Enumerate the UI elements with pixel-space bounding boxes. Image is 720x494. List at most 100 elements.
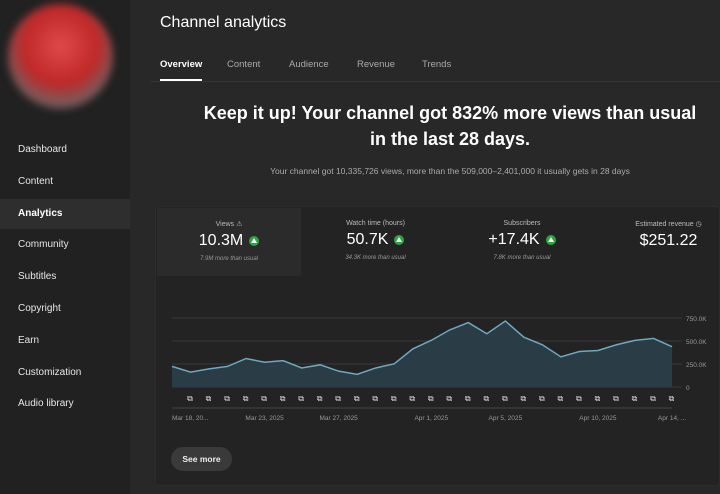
tab-audience[interactable]: Audience xyxy=(289,59,329,70)
video-published-icon[interactable]: ⧉ xyxy=(391,394,397,403)
x-tick-label: Apr 10, 2025 xyxy=(579,415,617,422)
data-point[interactable] xyxy=(372,364,380,372)
data-point[interactable] xyxy=(205,365,213,373)
data-point[interactable] xyxy=(446,326,454,334)
data-point[interactable] xyxy=(261,358,269,366)
metric-tile[interactable]: Estimated revenue ◷ $251.22 xyxy=(597,208,720,276)
trend-up-icon xyxy=(394,235,405,245)
metric-tile[interactable]: Views ⚠ 10.3M 7.9M more than usual xyxy=(157,208,301,276)
video-published-icon[interactable]: ⧉ xyxy=(520,394,526,403)
data-point[interactable] xyxy=(483,330,491,338)
video-published-icon[interactable]: ⧉ xyxy=(280,394,286,403)
data-point[interactable] xyxy=(335,367,343,375)
data-point[interactable] xyxy=(520,333,528,341)
y-tick-label: 750.0K xyxy=(686,316,707,323)
video-published-icon[interactable]: ⧉ xyxy=(428,394,434,403)
see-more-button[interactable]: See more xyxy=(171,447,232,471)
video-published-icon[interactable]: ⧉ xyxy=(632,394,638,403)
warning-icon: ⚠ xyxy=(236,221,243,228)
tab-content[interactable]: Content xyxy=(227,59,261,70)
video-published-icon[interactable]: ⧉ xyxy=(372,394,378,403)
metric-label: Watch time (hours) xyxy=(304,220,448,227)
video-published-icon[interactable]: ⧉ xyxy=(483,394,489,403)
data-point[interactable] xyxy=(501,317,509,325)
video-published-icon[interactable]: ⧉ xyxy=(298,394,304,403)
video-published-icon[interactable]: ⧉ xyxy=(317,394,323,403)
sidebar-item-earn[interactable]: Earn xyxy=(18,334,40,346)
data-point[interactable] xyxy=(649,334,657,342)
data-point[interactable] xyxy=(557,353,565,361)
data-point[interactable] xyxy=(390,360,398,368)
tab-trends[interactable]: Trends xyxy=(422,59,452,70)
data-point[interactable] xyxy=(242,354,250,362)
video-published-icon[interactable]: ⧉ xyxy=(558,394,564,403)
tab-revenue[interactable]: Revenue xyxy=(357,59,396,70)
metric-value: $251.22 xyxy=(639,232,698,249)
video-published-icon[interactable]: ⧉ xyxy=(669,394,675,403)
video-published-icon[interactable]: ⧉ xyxy=(595,394,601,403)
video-published-icon[interactable]: ⧉ xyxy=(335,394,341,403)
views-chart: 0 250.0K 500.0K 750.0K ⧉ ⧉ ⧉ ⧉ ⧉ ⧉ ⧉ ⧉ ⧉ ⧉ ⧉ ⧉ ⧉ ⧉ ⧉ ⧉ ⧉ ⧉ ⧉ ⧉ ⧉… xyxy=(168,316,707,422)
data-point[interactable] xyxy=(427,336,435,344)
y-tick-label: 250.0K xyxy=(686,362,707,369)
sidebar-item-subtitles[interactable]: Subtitles xyxy=(18,271,57,283)
data-point[interactable] xyxy=(631,336,639,344)
views-line xyxy=(171,320,673,376)
data-point[interactable] xyxy=(668,343,676,351)
video-published-icon[interactable]: ⧉ xyxy=(539,394,545,403)
video-published-icon[interactable]: ⧉ xyxy=(243,394,249,403)
metric-label-text: Views xyxy=(215,221,235,228)
sidebar-item-copyright[interactable]: Copyright xyxy=(18,303,61,314)
x-tick-label: Mar 23, 2025 xyxy=(245,415,284,422)
sidebar xyxy=(0,0,130,494)
video-published-icon[interactable]: ⧉ xyxy=(354,394,360,403)
data-point[interactable] xyxy=(168,362,176,370)
video-published-icon[interactable]: ⧉ xyxy=(465,394,471,403)
tab-overview[interactable]: Overview xyxy=(160,59,203,70)
metric-note: 7.9M more than usual xyxy=(199,256,259,262)
video-published-icon[interactable]: ⧉ xyxy=(576,394,582,403)
headline-detail: Your channel got 10,335,726 views, more … xyxy=(270,166,630,176)
video-published-icon[interactable]: ⧉ xyxy=(409,394,415,403)
tab-divider xyxy=(150,81,720,82)
data-point[interactable] xyxy=(575,347,583,355)
sidebar-item-dashboard[interactable]: Dashboard xyxy=(18,144,67,155)
video-published-icon[interactable]: ⧉ xyxy=(261,394,267,403)
data-point[interactable] xyxy=(298,364,306,372)
tab-active-indicator xyxy=(160,79,202,81)
sidebar-item-content[interactable]: Content xyxy=(18,175,54,187)
video-published-icon[interactable]: ⧉ xyxy=(224,394,230,403)
sidebar-item-customization[interactable]: Customization xyxy=(18,366,82,378)
data-point[interactable] xyxy=(594,346,602,354)
metric-tile[interactable]: Subscribers +17.4K 7.8K more than usual xyxy=(450,208,594,276)
data-point[interactable] xyxy=(464,319,472,327)
video-published-icon[interactable]: ⧉ xyxy=(613,394,619,403)
data-point[interactable] xyxy=(409,345,417,353)
metric-label: Subscribers xyxy=(450,220,594,227)
video-published-icon[interactable]: ⧉ xyxy=(446,394,452,403)
video-published-icon[interactable]: ⧉ xyxy=(187,394,193,403)
video-published-icon[interactable]: ⧉ xyxy=(206,394,212,403)
data-point[interactable] xyxy=(316,361,324,369)
metric-label: Estimated revenue ◷ xyxy=(597,220,720,228)
sidebar-item-analytics[interactable]: Analytics xyxy=(0,198,130,229)
video-published-icon[interactable]: ⧉ xyxy=(502,394,508,403)
data-point[interactable] xyxy=(353,370,361,378)
headline: Keep it up! Your channel got 832% more v… xyxy=(203,103,697,149)
x-tick-label: Mar 27, 2025 xyxy=(320,415,359,422)
data-point[interactable] xyxy=(224,362,232,370)
data-point[interactable] xyxy=(187,368,195,376)
channel-avatar[interactable] xyxy=(8,4,113,109)
clock-icon: ◷ xyxy=(695,221,702,228)
metric-label: Views ⚠ xyxy=(157,220,301,228)
video-published-icon[interactable]: ⧉ xyxy=(650,394,656,403)
metric-label-text: Subscribers xyxy=(503,220,541,227)
data-point[interactable] xyxy=(612,341,620,349)
data-point[interactable] xyxy=(538,341,546,349)
metric-tile[interactable]: Watch time (hours) 50.7K 34.3K more than u… xyxy=(304,208,448,276)
data-point[interactable] xyxy=(279,357,287,365)
trend-up-icon xyxy=(249,236,260,246)
sidebar-item-community[interactable]: Community xyxy=(18,239,69,251)
x-tick-label: Apr 1, 2025 xyxy=(414,415,448,422)
sidebar-item-audio-library[interactable]: Audio library xyxy=(18,398,74,410)
